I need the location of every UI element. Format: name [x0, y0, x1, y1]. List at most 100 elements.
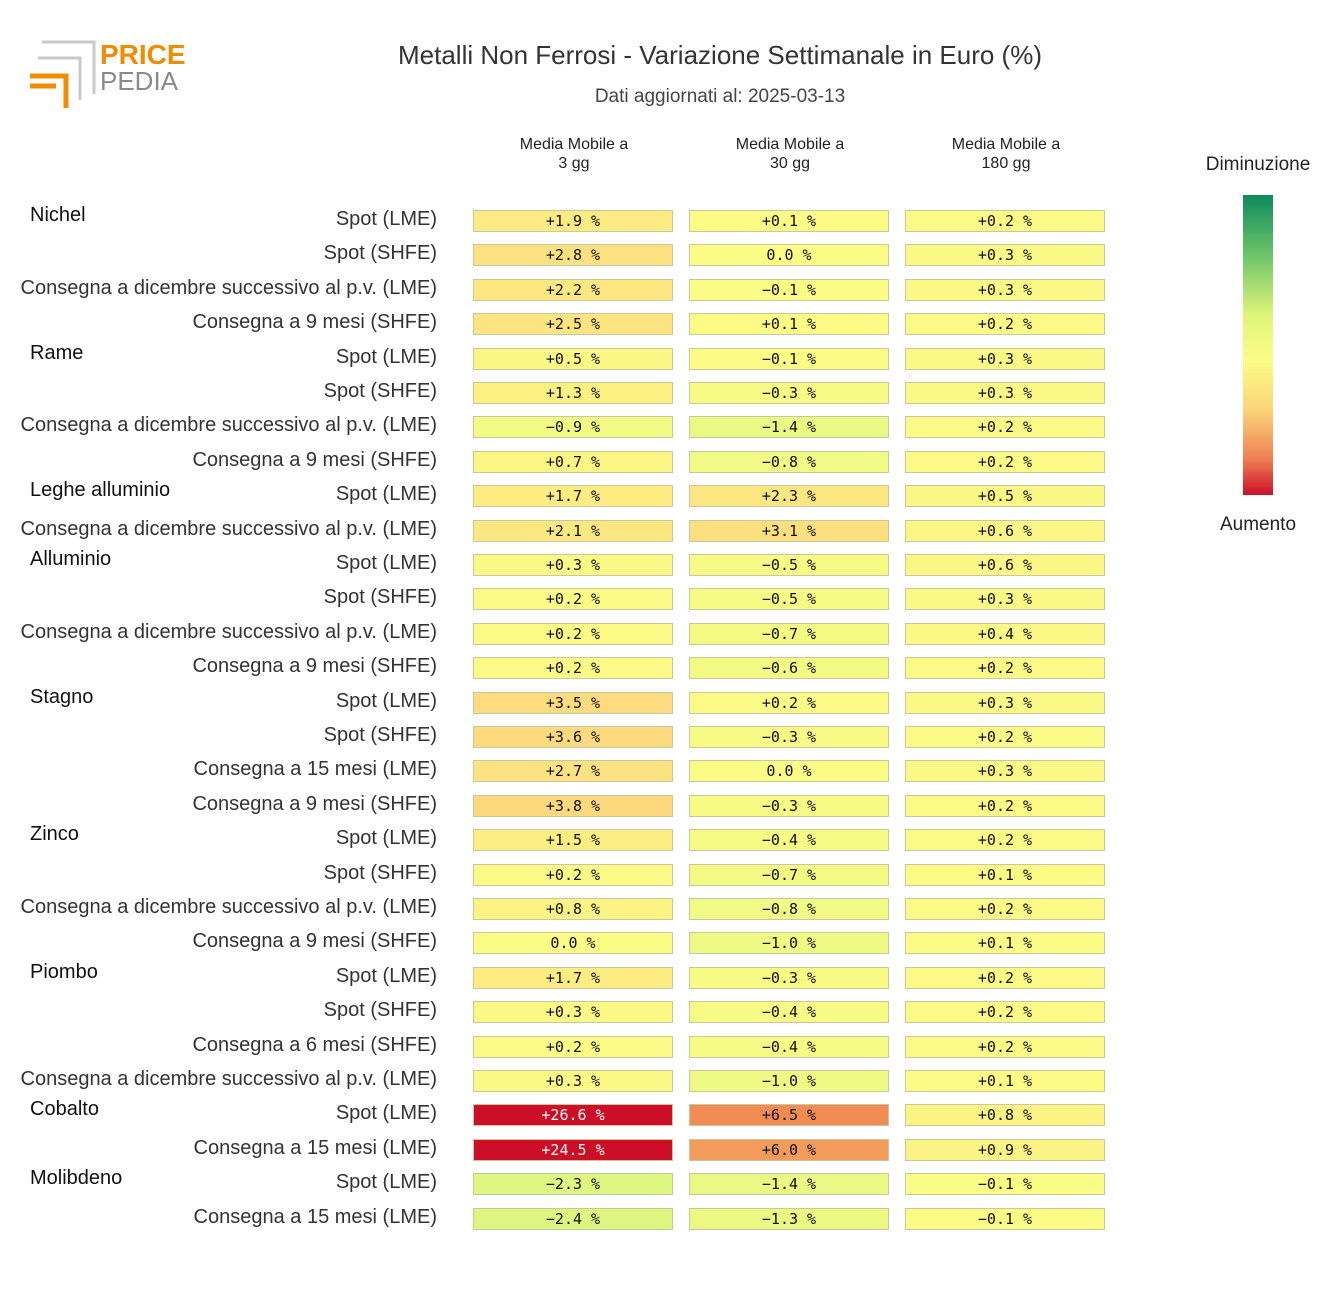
row-label: Spot (LME): [335, 1102, 437, 1125]
heatmap-cell: +0.2 %: [905, 794, 1105, 817]
heatmap-cell: +0.3 %: [905, 347, 1105, 370]
group-label: Stagno: [30, 685, 94, 708]
heatmap-cell: +0.1 %: [689, 210, 889, 232]
group-label: Zinco: [30, 823, 79, 846]
heatmap-cell: +0.2 %: [905, 829, 1105, 852]
heatmap-cell: −0.3 %: [689, 966, 889, 989]
heatmap-cell: +1.3 %: [473, 382, 673, 404]
heatmap-cell: −0.9 %: [473, 416, 673, 439]
row-label: Spot (SHFE): [323, 861, 437, 884]
group-label: Rame: [30, 341, 84, 364]
heatmap-cell: −0.4 %: [689, 1035, 889, 1058]
row-label: Consegna a 9 mesi (SHFE): [192, 311, 437, 334]
row-label: Spot (LME): [335, 208, 437, 230]
heatmap-cell: −0.3 %: [689, 382, 889, 404]
heatmap-cell: 0.0 %: [473, 932, 673, 955]
row-label: Consegna a dicembre successivo al p.v. (…: [20, 896, 437, 918]
group-label: Nichel: [30, 204, 86, 226]
heatmap-cell: +0.4 %: [905, 622, 1105, 645]
heatmap-cell: −0.4 %: [689, 1001, 889, 1024]
heatmap-cell: +0.2 %: [473, 622, 673, 645]
heatmap-cell: +0.2 %: [905, 1001, 1105, 1024]
legend-bottom-label: Aumento: [1219, 514, 1297, 535]
row-label: Spot (LME): [335, 827, 437, 850]
heatmap-cell: +0.2 %: [905, 450, 1105, 473]
heatmap-cell: −0.4 %: [689, 829, 889, 852]
heatmap-cell: +0.2 %: [905, 313, 1105, 336]
heatmap-cell: +0.3 %: [905, 244, 1105, 267]
row-label: Consegna a 9 mesi (SHFE): [192, 792, 437, 815]
heatmap-cell: +0.2 %: [905, 210, 1105, 232]
row-label: Spot (LME): [335, 1171, 437, 1194]
heatmap-cell: +0.8 %: [905, 1104, 1105, 1127]
heatmap-cell: −0.1 %: [689, 278, 889, 301]
heatmap-cell: +0.8 %: [473, 898, 673, 920]
heatmap-cell: +0.3 %: [473, 1070, 673, 1092]
heatmap-cell: +6.0 %: [689, 1138, 889, 1161]
heatmap-cell: +1.9 %: [473, 210, 673, 232]
heatmap-cell: +0.2 %: [905, 898, 1105, 920]
row-label: Spot (LME): [335, 345, 437, 368]
heatmap-cell: −0.3 %: [689, 726, 889, 748]
heatmap-cell: +0.6 %: [905, 519, 1105, 542]
heatmap-cell: +0.2 %: [905, 1035, 1105, 1058]
heatmap-cell: +0.3 %: [905, 588, 1105, 611]
heatmap-cell: +26.6 %: [473, 1104, 673, 1127]
heatmap-cell: +0.1 %: [689, 313, 889, 336]
heatmap-cell: −0.6 %: [689, 657, 889, 680]
heatmap-cell: +0.2 %: [905, 966, 1105, 989]
heatmap-cell: +3.1 %: [689, 519, 889, 542]
row-label: Spot (SHFE): [323, 380, 437, 402]
heatmap-cell: +1.7 %: [473, 966, 673, 989]
heatmap-cell: −1.0 %: [689, 1070, 889, 1092]
heatmap-cell: +2.7 %: [473, 760, 673, 783]
heatmap-cell: +3.5 %: [473, 691, 673, 714]
row-label: Consegna a 15 mesi (LME): [193, 758, 437, 781]
heatmap-cell: +2.1 %: [473, 519, 673, 542]
heatmap-cell: −1.4 %: [689, 1173, 889, 1196]
heatmap-cell: −0.5 %: [689, 588, 889, 611]
row-label: Consegna a dicembre successivo al p.v. (…: [20, 276, 437, 299]
group-label: Leghe alluminio: [30, 479, 171, 502]
row-label: Consegna a 15 mesi (LME): [193, 1136, 437, 1159]
heatmap-cell: −1.4 %: [689, 416, 889, 439]
heatmap-cell: +24.5 %: [473, 1138, 673, 1161]
row-label: Consegna a dicembre successivo al p.v. (…: [20, 517, 437, 540]
row-label: Spot (LME): [335, 689, 437, 712]
heatmap-cell: −2.4 %: [473, 1207, 673, 1230]
heatmap-cell: +0.1 %: [905, 1070, 1105, 1092]
row-label: Spot (SHFE): [323, 999, 437, 1022]
legend-top-label: Diminuzione: [1205, 154, 1311, 175]
heatmap-cell: +3.8 %: [473, 794, 673, 817]
group-label: Cobalto: [30, 1098, 99, 1121]
row-label: Consegna a dicembre successivo al p.v. (…: [20, 620, 437, 643]
row-label: Consegna a 9 mesi (SHFE): [192, 655, 437, 678]
row-label: Consegna a dicembre successivo al p.v. (…: [20, 414, 437, 437]
heatmap-cell: 0.0 %: [689, 760, 889, 783]
heatmap-cell: +3.6 %: [473, 726, 673, 748]
group-label: Alluminio: [30, 548, 112, 570]
heatmap-cell: −0.8 %: [689, 450, 889, 473]
column-header: Media Mobile a 30 gg: [735, 136, 845, 172]
heatmap-cell: +0.2 %: [905, 416, 1105, 439]
logo-text-bottom: PEDIA: [100, 66, 179, 96]
heatmap-cell: +6.5 %: [689, 1104, 889, 1127]
row-label: Spot (SHFE): [323, 242, 437, 265]
row-label: Spot (LME): [335, 483, 437, 506]
heatmap-cell: −0.3 %: [689, 794, 889, 817]
row-label: Spot (SHFE): [323, 724, 437, 746]
heatmap-cell: −1.0 %: [689, 932, 889, 955]
heatmap-cell: +2.2 %: [473, 278, 673, 301]
legend-color-bar: [1243, 195, 1273, 495]
row-label: Consegna a 9 mesi (SHFE): [192, 930, 437, 953]
row-label: Spot (LME): [335, 552, 437, 574]
heatmap-cell: +1.5 %: [473, 829, 673, 852]
row-label: Spot (LME): [335, 964, 437, 987]
heatmap-cell: +0.2 %: [473, 863, 673, 886]
heatmap-cell: +0.2 %: [905, 726, 1105, 748]
heatmap-cell: +0.1 %: [905, 863, 1105, 886]
group-label: Molibdeno: [30, 1167, 123, 1190]
heatmap-cell: +0.3 %: [473, 1001, 673, 1024]
heatmap-cell: +1.7 %: [473, 485, 673, 508]
